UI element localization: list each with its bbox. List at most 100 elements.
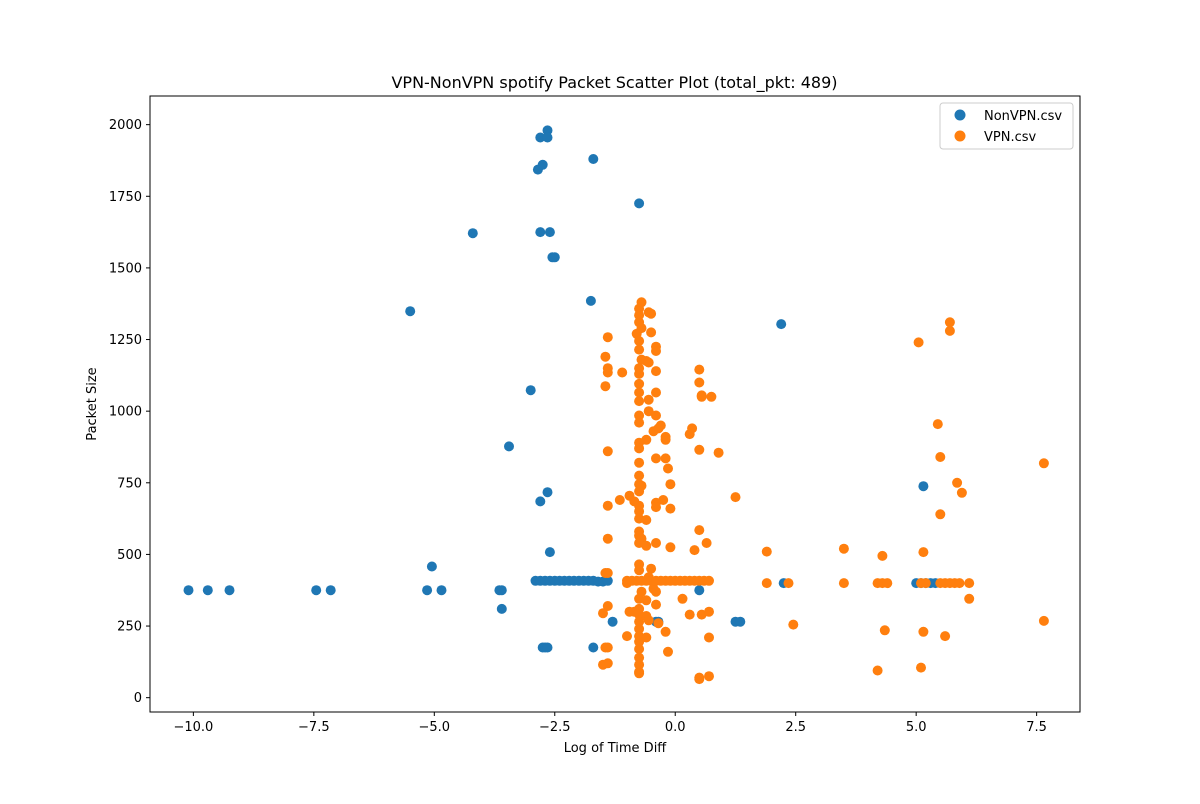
data-point: [436, 585, 447, 596]
y-tick-label: 1750: [109, 190, 142, 205]
data-point: [602, 446, 613, 457]
data-point: [496, 603, 507, 614]
data-point: [634, 310, 645, 321]
data-point: [713, 447, 724, 458]
data-point: [877, 550, 888, 561]
data-point: [964, 578, 975, 589]
data-point: [467, 228, 478, 239]
legend-label-nonvpn: NonVPN.csv: [984, 109, 1062, 124]
data-point: [617, 367, 628, 378]
data-point: [542, 132, 553, 143]
data-point: [535, 227, 546, 238]
data-point: [643, 357, 654, 368]
data-point: [641, 540, 652, 551]
data-point: [776, 319, 787, 330]
data-point: [537, 159, 548, 170]
data-point: [1038, 615, 1049, 626]
data-point: [629, 496, 640, 507]
data-point: [602, 575, 613, 586]
data-point: [311, 585, 322, 596]
data-point: [641, 632, 652, 643]
data-point: [634, 457, 645, 468]
data-point: [602, 568, 613, 578]
data-point: [600, 381, 611, 392]
data-point: [704, 575, 714, 586]
data-point: [940, 631, 951, 642]
x-tick-label: 2.5: [785, 720, 806, 735]
data-point: [634, 668, 645, 679]
legend: NonVPN.csv VPN.csv: [939, 102, 1074, 150]
data-point: [202, 585, 213, 596]
x-tick-label: −2.5: [539, 720, 571, 735]
x-axis-label: Log of Time Diff: [564, 741, 668, 756]
data-point: [694, 585, 705, 596]
data-point: [422, 585, 433, 596]
y-axis: 0 250 500 750 1000 1250 1500 1750 2000: [109, 118, 150, 706]
data-point: [694, 377, 705, 388]
y-axis-label: Packet Size: [85, 367, 100, 440]
data-point: [634, 443, 645, 454]
legend-marker-nonvpn: [954, 109, 966, 121]
x-tick-label: 7.5: [1026, 720, 1047, 735]
data-point: [634, 652, 645, 663]
y-tick-label: 750: [117, 476, 142, 491]
data-point: [788, 619, 799, 630]
data-point: [544, 227, 555, 238]
data-point: [882, 578, 893, 589]
data-point: [730, 492, 741, 503]
data-point: [761, 578, 772, 589]
data-point: [761, 546, 772, 557]
data-point: [426, 561, 437, 572]
data-point: [653, 618, 664, 629]
data-point: [687, 423, 698, 434]
data-point: [634, 623, 645, 634]
data-point: [665, 542, 676, 553]
data-point: [660, 626, 671, 637]
data-point: [956, 487, 967, 498]
data-point: [918, 481, 929, 492]
data-point: [535, 132, 546, 143]
data-point: [694, 444, 705, 455]
data-point: [660, 434, 671, 445]
data-point: [913, 337, 924, 348]
data-point: [651, 346, 661, 356]
y-tick-label: 1250: [109, 333, 142, 348]
data-point: [706, 391, 717, 402]
data-point: [634, 336, 645, 346]
data-point: [588, 642, 599, 653]
series-1: [598, 297, 1049, 685]
data-point: [641, 595, 652, 606]
chart-title: VPN-NonVPN spotify Packet Scatter Plot (…: [391, 73, 837, 93]
data-point: [701, 538, 712, 548]
data-point: [838, 578, 849, 589]
data-point: [547, 252, 558, 263]
data-point: [696, 391, 707, 402]
data-point: [634, 378, 645, 389]
data-point: [405, 306, 416, 317]
data-point: [634, 565, 645, 576]
y-tick-label: 1000: [109, 405, 142, 420]
data-point: [224, 585, 235, 596]
data-point: [602, 500, 613, 511]
data-point: [660, 453, 671, 464]
data-point: [636, 480, 647, 491]
data-point: [944, 325, 955, 336]
data-point: [602, 332, 613, 343]
data-point: [525, 385, 536, 396]
data-point: [735, 616, 746, 627]
data-point: [646, 308, 657, 319]
data-point: [634, 198, 645, 209]
data-point: [636, 586, 647, 597]
data-point: [646, 327, 657, 338]
data-point: [704, 671, 714, 682]
data-point: [694, 674, 705, 685]
data-point: [1038, 458, 1049, 469]
data-point: [643, 406, 654, 417]
data-point: [918, 547, 929, 558]
x-tick-label: −5.0: [419, 720, 451, 735]
data-point: [694, 525, 705, 536]
data-point: [651, 586, 661, 597]
data-point: [607, 616, 618, 627]
data-point: [783, 578, 794, 589]
